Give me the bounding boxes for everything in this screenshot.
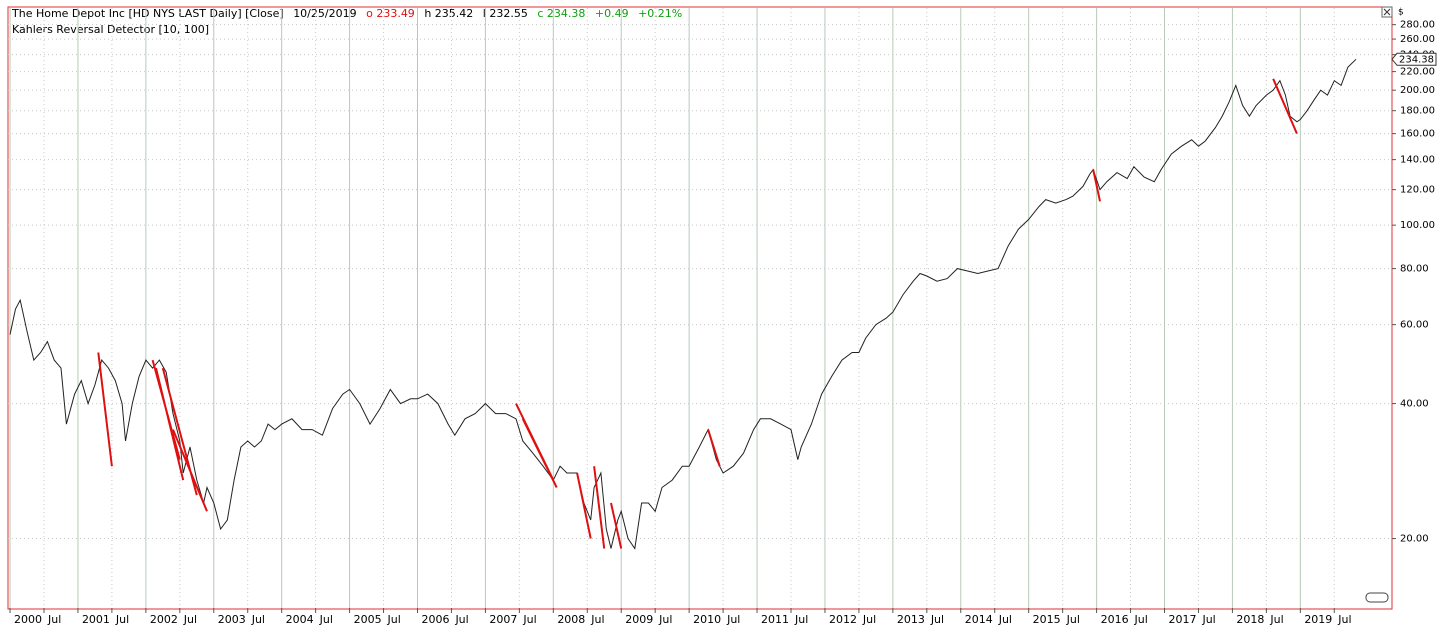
y-tick-label: 40.00	[1400, 399, 1429, 410]
x-tick-label: Jul	[251, 613, 265, 626]
x-tick-label: 2009	[625, 613, 653, 626]
x-tick-label: Jul	[387, 613, 401, 626]
y-tick-label: 280.00	[1400, 20, 1435, 31]
y-tick-label: 140.00	[1400, 155, 1435, 166]
high: h 235.42	[424, 7, 473, 20]
x-tick-label: 2007	[489, 613, 517, 626]
last-price-label: 234.38	[1399, 54, 1434, 65]
x-tick-label: 2010	[693, 613, 721, 626]
y-tick-label: 180.00	[1400, 106, 1435, 117]
open: o 233.49	[366, 7, 415, 20]
x-tick-label: 2013	[897, 613, 925, 626]
x-tick-label: 2014	[965, 613, 993, 626]
x-tick-label: Jul	[522, 613, 536, 626]
price-line	[9, 58, 1357, 550]
x-tick-label: 2000	[14, 613, 42, 626]
x-tick-label: 2008	[557, 613, 585, 626]
x-tick-label: Jul	[319, 613, 333, 626]
y-tick-label: 60.00	[1400, 320, 1429, 331]
currency: $	[1398, 8, 1404, 18]
x-tick-label: Jul	[726, 613, 740, 626]
change-pct: +0.21%	[638, 7, 682, 20]
x-tick-label: 2011	[761, 613, 789, 626]
x-tick-label: 2003	[218, 613, 246, 626]
x-tick-label: 2018	[1236, 613, 1264, 626]
x-tick-label: Jul	[862, 613, 876, 626]
scroll-handle[interactable]	[1365, 592, 1389, 603]
indicator-line	[97, 78, 1298, 549]
low: l 232.55	[483, 7, 528, 20]
x-tick-label: Jul	[183, 613, 197, 626]
x-tick-label: Jul	[794, 613, 808, 626]
x-tick-label: Jul	[1134, 613, 1148, 626]
x-tick-label: 2015	[1033, 613, 1061, 626]
change: +0.49	[595, 7, 629, 20]
y-tick-label: 160.00	[1400, 129, 1435, 140]
y-tick-label: 80.00	[1400, 264, 1429, 275]
plot-frame	[7, 6, 1393, 610]
x-tick-label: 2006	[421, 613, 449, 626]
x-tick-label: Jul	[1201, 613, 1215, 626]
x-tick-label: Jul	[454, 613, 468, 626]
x-tick-label: 2005	[354, 613, 382, 626]
y-tick-label: 220.00	[1400, 67, 1435, 78]
x-tick-label: Jul	[658, 613, 672, 626]
y-tick-label: 260.00	[1400, 34, 1435, 45]
x-tick-label: 2012	[829, 613, 857, 626]
close-icon	[1383, 8, 1391, 16]
x-tick-label: 2002	[150, 613, 178, 626]
x-tick-label: 2017	[1169, 613, 1197, 626]
header-line: The Home Depot Inc [HD NYS LAST Daily] […	[11, 7, 682, 20]
x-tick-label: Jul	[1066, 613, 1080, 626]
date: 10/25/2019	[293, 7, 356, 20]
last-price-box	[1391, 52, 1437, 66]
x-tick-label: Jul	[930, 613, 944, 626]
x-tick-label: Jul	[1337, 613, 1351, 626]
x-tick-label: 2001	[82, 613, 110, 626]
close: c 234.38	[537, 7, 585, 20]
x-tick-label: 2019	[1304, 613, 1332, 626]
x-tick-label: Jul	[590, 613, 604, 626]
y-tick-label: 100.00	[1400, 220, 1435, 231]
y-tick-label: 200.00	[1400, 85, 1435, 96]
x-tick-label: Jul	[47, 613, 61, 626]
x-tick-label: 2004	[286, 613, 314, 626]
y-tick-label: 20.00	[1400, 534, 1429, 545]
series-title: The Home Depot Inc [HD NYS LAST Daily] […	[11, 7, 284, 20]
y-tick-label: 120.00	[1400, 185, 1435, 196]
x-tick-label: Jul	[1269, 613, 1283, 626]
x-tick-label: 2016	[1101, 613, 1129, 626]
x-tick-label: Jul	[115, 613, 129, 626]
indicator-legend: Kahlers Reversal Detector [10, 100]	[12, 23, 209, 36]
x-tick-label: Jul	[998, 613, 1012, 626]
